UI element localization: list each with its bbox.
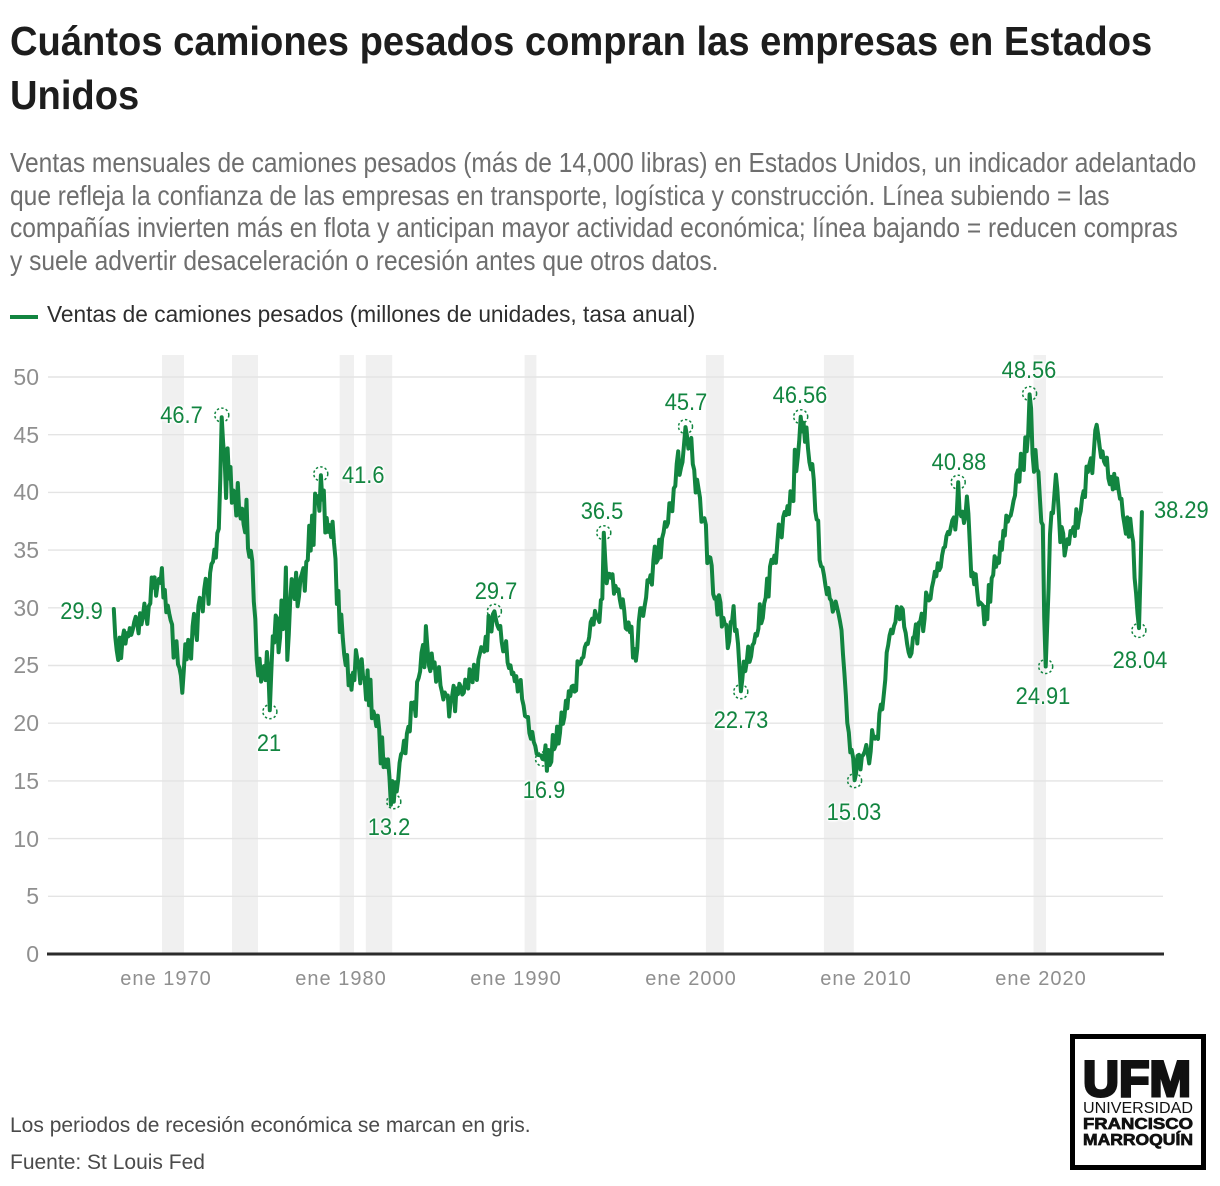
svg-text:FRANCISCO: FRANCISCO bbox=[1083, 1116, 1193, 1133]
svg-text:UNIVERSIDAD: UNIVERSIDAD bbox=[1083, 1100, 1193, 1117]
svg-text:UFM: UFM bbox=[1083, 1051, 1191, 1107]
svg-text:MARROQUÍN: MARROQUÍN bbox=[1083, 1132, 1193, 1149]
